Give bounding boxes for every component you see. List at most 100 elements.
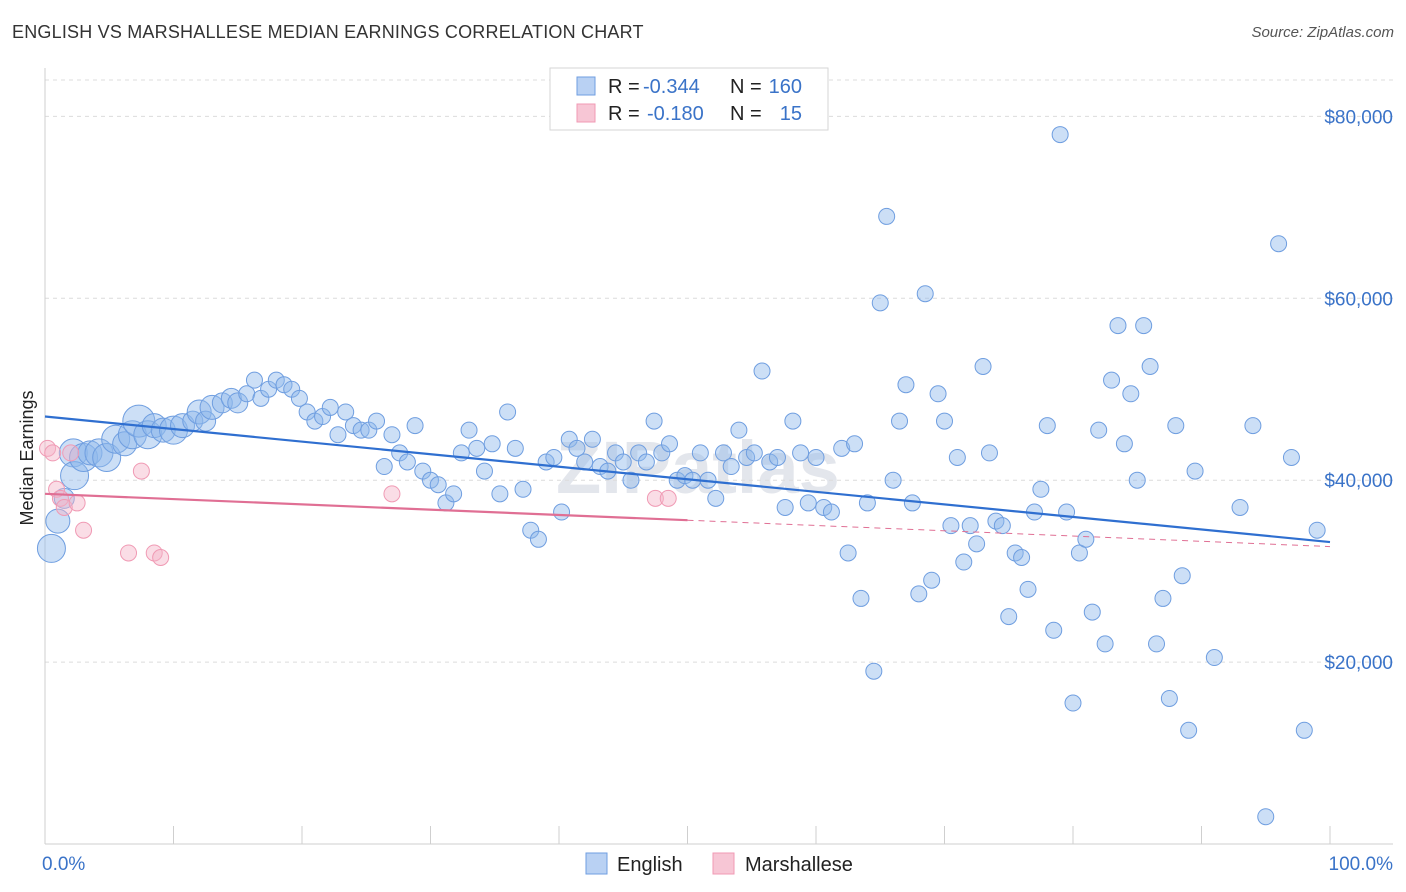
legend-r-label-english: R = xyxy=(608,76,640,98)
english-point xyxy=(337,403,355,421)
y-tick-label: $40,000 xyxy=(1324,471,1393,492)
trend-lines xyxy=(44,415,1331,548)
english-point xyxy=(445,485,463,503)
english-point xyxy=(429,476,447,494)
english-point xyxy=(1308,521,1326,539)
english-point xyxy=(375,458,393,476)
english-point xyxy=(858,494,876,512)
english-point xyxy=(903,494,921,512)
english-point xyxy=(1083,603,1101,621)
y-tick-label: $60,000 xyxy=(1324,289,1393,310)
english-point xyxy=(846,435,864,453)
english-point xyxy=(839,544,857,562)
english-series xyxy=(36,126,1326,826)
english-point xyxy=(691,444,709,462)
english-point xyxy=(398,453,416,471)
english-point xyxy=(1167,417,1185,435)
english-point xyxy=(807,448,825,466)
english-point xyxy=(583,430,601,448)
english-point xyxy=(707,489,725,507)
english-point xyxy=(1135,317,1153,335)
english-point xyxy=(714,444,732,462)
bottom-legend: English Marshallese xyxy=(585,852,853,876)
english-point xyxy=(77,440,103,466)
english-point xyxy=(993,517,1011,535)
english-point xyxy=(929,385,947,403)
english-point xyxy=(645,412,663,430)
english-point xyxy=(1180,721,1198,739)
english-point xyxy=(1096,635,1114,653)
english-point xyxy=(60,461,90,491)
english-point xyxy=(897,376,915,394)
watermark: ZIPatlas xyxy=(556,426,840,509)
bottom-legend-english: English xyxy=(617,854,683,876)
marshallese-point xyxy=(62,444,80,462)
english-point xyxy=(942,517,960,535)
marshallese-point xyxy=(120,544,138,562)
legend-n-label-english: N = xyxy=(730,76,762,98)
english-point xyxy=(923,571,941,589)
english-point xyxy=(948,448,966,466)
english-point xyxy=(661,435,679,453)
english-point xyxy=(1122,385,1140,403)
english-point xyxy=(1148,635,1166,653)
legend-box xyxy=(549,67,829,131)
legend-r-label-marshallese: R = xyxy=(608,103,640,125)
x-tick-labels: 0.0% 100.0% xyxy=(42,854,1393,875)
legend-swatch-english xyxy=(576,76,596,96)
english-point xyxy=(1013,549,1031,566)
english-point xyxy=(1244,417,1262,435)
english-point xyxy=(1141,358,1159,375)
legend-r-value-marshallese: -0.180 xyxy=(647,103,704,125)
y-tick-labels: $20,000 $40,000 $60,000 $80,000 xyxy=(1324,107,1393,674)
english-point xyxy=(1070,544,1088,562)
english-point xyxy=(506,439,524,457)
english-point xyxy=(768,448,786,466)
english-point xyxy=(974,358,992,375)
english-point xyxy=(545,448,563,466)
english-point xyxy=(245,371,263,389)
legend-n-value-marshallese: 15 xyxy=(780,103,802,125)
english-point xyxy=(1019,580,1037,598)
english-point xyxy=(753,362,771,380)
english-point xyxy=(1282,448,1300,466)
english-point xyxy=(199,394,225,420)
english-point xyxy=(1090,421,1108,439)
english-point xyxy=(955,553,973,571)
english-point xyxy=(1257,808,1275,826)
y-tick-label: $80,000 xyxy=(1324,107,1393,128)
y-axis-label: Median Earnings xyxy=(17,390,37,525)
english-point xyxy=(891,412,909,430)
english-point xyxy=(865,662,883,680)
english-point xyxy=(776,498,794,516)
english-point xyxy=(784,412,802,430)
english-point xyxy=(792,444,810,462)
english-point xyxy=(195,410,217,432)
chart-title: ENGLISH VS MARSHALLESE MEDIAN EARNINGS C… xyxy=(12,22,644,42)
english-point xyxy=(36,533,66,563)
marshallese-point xyxy=(132,462,150,480)
english-point xyxy=(468,439,486,457)
marshallese-point xyxy=(68,494,86,512)
english-point xyxy=(622,471,640,489)
english-point xyxy=(1109,317,1127,335)
english-point xyxy=(1103,371,1121,389)
english-point xyxy=(799,494,817,512)
english-point xyxy=(290,389,308,407)
marshallese-point xyxy=(55,498,73,516)
bottom-legend-swatch-marshallese xyxy=(712,852,735,875)
english-point xyxy=(553,503,571,521)
marshallese-point xyxy=(659,489,677,507)
english-point xyxy=(871,294,889,312)
english-point xyxy=(1173,567,1191,585)
english-point xyxy=(745,444,763,462)
english-trend-line xyxy=(44,415,1331,544)
english-point xyxy=(878,207,896,225)
bottom-legend-marshallese: Marshallese xyxy=(745,854,853,876)
marshallese-point xyxy=(646,489,664,507)
legend-n-label-marshallese: N = xyxy=(730,103,762,125)
marshallese-point xyxy=(152,549,170,566)
english-point xyxy=(1051,126,1069,144)
english-point xyxy=(186,399,212,425)
